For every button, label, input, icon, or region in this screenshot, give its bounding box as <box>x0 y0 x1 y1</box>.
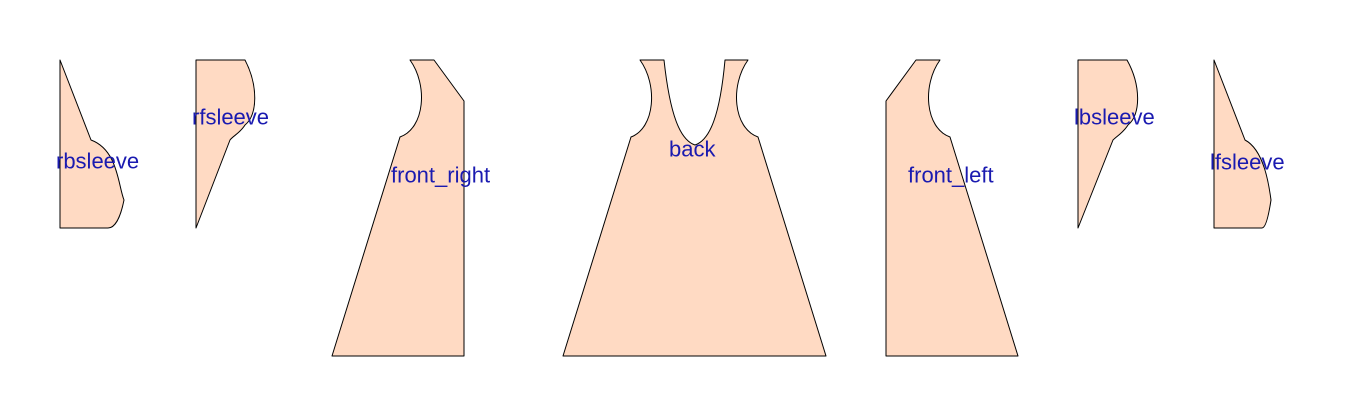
piece-rbsleeve[interactable]: rbsleeve <box>56 59 139 229</box>
back-label: back <box>669 137 716 162</box>
lbsleeve-label: lbsleeve <box>1074 105 1155 130</box>
rfsleeve-shape <box>195 59 256 229</box>
rfsleeve-label: rfsleeve <box>192 105 269 130</box>
front_right-label: front_right <box>391 163 490 188</box>
back-shape <box>562 59 827 357</box>
rbsleeve-label: rbsleeve <box>56 149 139 174</box>
piece-lbsleeve[interactable]: lbsleeve <box>1074 59 1155 229</box>
lfsleeve-label: lfsleeve <box>1210 150 1285 175</box>
piece-lfsleeve[interactable]: lfsleeve <box>1210 59 1285 229</box>
front_right-shape <box>331 59 465 357</box>
lbsleeve-shape <box>1077 59 1139 229</box>
piece-back[interactable]: back <box>562 59 827 357</box>
rbsleeve-shape <box>59 59 125 229</box>
piece-front_left[interactable]: front_left <box>885 59 1019 357</box>
front_left-label: front_left <box>908 163 994 188</box>
piece-front_right[interactable]: front_right <box>331 59 490 357</box>
lfsleeve-shape <box>1213 59 1272 229</box>
piece-rfsleeve[interactable]: rfsleeve <box>192 59 269 229</box>
front_left-shape <box>885 59 1019 357</box>
